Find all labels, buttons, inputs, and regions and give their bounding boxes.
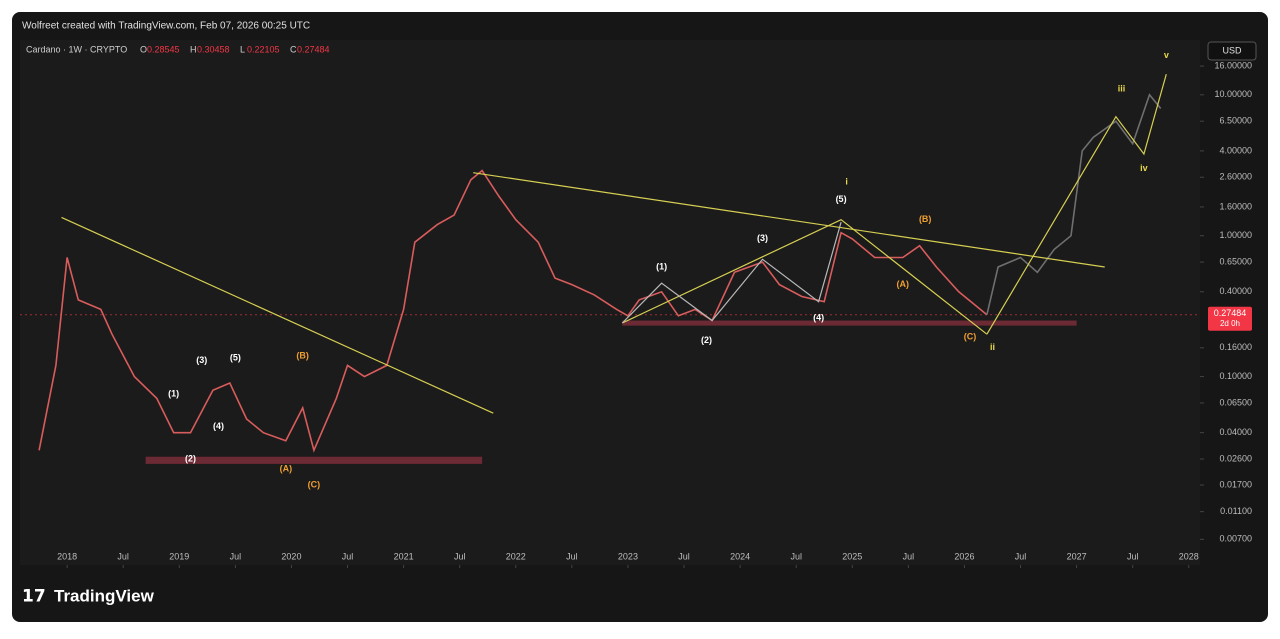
wave-label: (B) (296, 350, 309, 360)
x-tick-label: Jul (1127, 551, 1139, 561)
x-tick-label: Jul (230, 551, 242, 561)
x-tick-label: Jul (342, 551, 354, 561)
wave-label: (5) (230, 353, 241, 363)
x-tick-label: 2027 (1067, 551, 1087, 561)
wave-label: (2) (185, 453, 196, 463)
x-tick-label: Jul (903, 551, 915, 561)
wave-label: (3) (196, 355, 207, 365)
wave-label: ii (990, 342, 995, 352)
price-line (38, 169, 988, 453)
price-line (473, 172, 1105, 268)
ohlc-value: 0.27484 (297, 44, 330, 54)
logo-text: TradingView (54, 586, 155, 605)
wave-label: (B) (919, 214, 932, 224)
support-zone (622, 320, 1077, 326)
ohlc-label: O (140, 44, 147, 54)
wave-label: (4) (813, 313, 824, 323)
wave-label: (4) (213, 421, 224, 431)
ohlc-row: Cardano · 1W · CRYPTO O 0.28545 H 0.30458 L 0… (26, 44, 330, 54)
y-tick-label: 0.65000 (1219, 256, 1252, 266)
x-tick-label: 2028 (1179, 551, 1199, 561)
y-tick-label: 0.01700 (1219, 479, 1252, 489)
ohlc-value: 0.30458 (197, 44, 230, 54)
price-tag-value: 0.27484 (1214, 308, 1247, 318)
x-tick-label: 2018 (57, 551, 77, 561)
symbol: Cardano · 1W · CRYPTO (26, 44, 127, 54)
x-tick-label: Jul (790, 551, 802, 561)
y-tick-label: 0.04000 (1219, 427, 1252, 437)
x-tick-label: 2023 (618, 551, 638, 561)
wave-label: (C) (964, 332, 977, 342)
price-line (986, 74, 1167, 335)
x-tick-label: Jul (1015, 551, 1027, 561)
x-tick-label: 2022 (506, 551, 526, 561)
y-tick-label: 0.02600 (1219, 453, 1252, 463)
y-tick-label: 0.01100 (1220, 506, 1252, 516)
logo: 𝟭𝟳 TradingView (22, 586, 155, 605)
wave-label: i (845, 177, 848, 187)
y-tick-label: 16.00000 (1214, 60, 1252, 70)
price-line (986, 93, 1162, 315)
ohlc-label: C (290, 44, 297, 54)
price-line (622, 218, 988, 335)
y-tick-label: 0.10000 (1219, 371, 1252, 381)
y-tick-label: 1.00000 (1219, 230, 1252, 240)
wave-label: iv (1140, 163, 1148, 173)
x-tick-label: Jul (454, 551, 466, 561)
credit: Wolfreet created with TradingView.com, F… (22, 21, 310, 32)
y-tick-label: 1.60000 (1219, 201, 1252, 211)
ohlc-label: H (190, 44, 197, 54)
price-line (621, 221, 842, 324)
y-tick-label: 0.40000 (1219, 286, 1252, 296)
y-tick-label: 2.60000 (1219, 172, 1252, 182)
plot-area (20, 40, 1200, 565)
wave-label: (3) (757, 233, 768, 243)
ohlc-value: 0.28545 (147, 44, 180, 54)
y-tick-label: 4.00000 (1219, 145, 1252, 155)
logo-mark: 𝟭𝟳 (22, 586, 46, 605)
price-line (61, 216, 494, 414)
wave-label: (2) (701, 335, 712, 345)
y-tick-label: 0.06500 (1219, 397, 1252, 407)
wave-label: v (1164, 50, 1169, 60)
ohlc-value: 0.22105 (247, 44, 280, 54)
wave-label: (A) (280, 464, 293, 474)
x-tick-label: Jul (678, 551, 690, 561)
y-tick-label: 0.00700 (1219, 534, 1252, 544)
wave-label: iii (1118, 83, 1126, 93)
wave-label: (C) (308, 479, 321, 489)
wave-label: (A) (897, 279, 910, 289)
support-zone (145, 456, 483, 464)
wave-label: (1) (656, 261, 667, 271)
x-tick-label: 2021 (394, 551, 414, 561)
y-tick-label: 10.00000 (1214, 89, 1252, 99)
ohlc-label: L (240, 44, 245, 54)
y-tick-label: 6.50000 (1219, 116, 1252, 126)
x-tick-label: 2020 (281, 551, 301, 561)
y-tick-label: 0.16000 (1219, 342, 1252, 352)
wave-label: (1) (168, 389, 179, 399)
x-tick-label: 2026 (954, 551, 974, 561)
currency: USD (1222, 45, 1242, 55)
x-tick-label: Jul (566, 551, 578, 561)
x-tick-label: 2025 (842, 551, 862, 561)
x-tick-label: Jul (117, 551, 129, 561)
countdown: 2d 0h (1220, 319, 1240, 328)
currency-button[interactable] (1207, 41, 1257, 61)
x-tick-label: 2019 (169, 551, 189, 561)
x-tick-label: 2024 (730, 551, 750, 561)
wave-label: (5) (836, 194, 847, 204)
price-tag (1208, 306, 1252, 331)
